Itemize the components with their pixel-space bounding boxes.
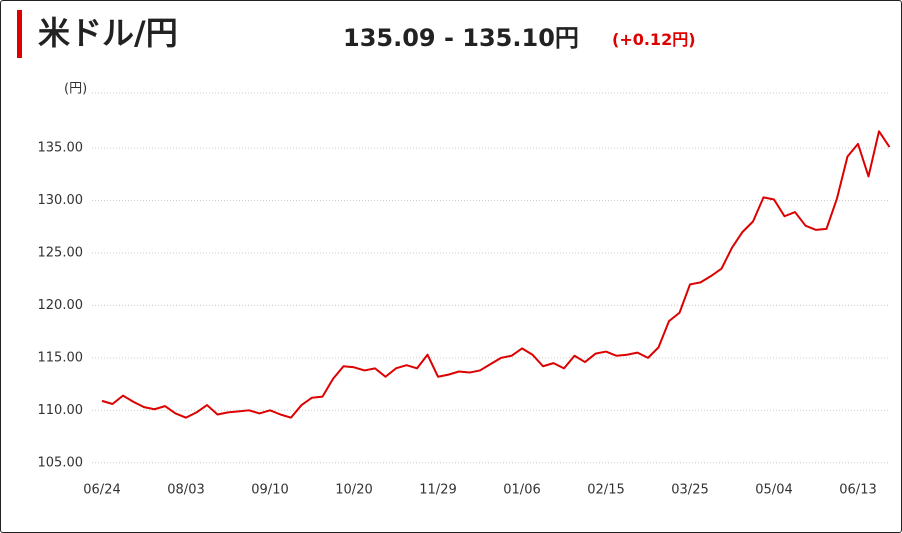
x-tick-label: 01/06 — [503, 483, 540, 498]
x-tick-label: 05/04 — [755, 483, 792, 498]
y-tick-label: 115.00 — [38, 350, 84, 365]
x-tick-label: 06/13 — [839, 483, 876, 498]
accent-bar — [17, 10, 22, 58]
y-tick-label: 130.00 — [38, 193, 84, 208]
x-tick-label: 11/29 — [419, 483, 456, 498]
y-tick-label: 125.00 — [38, 245, 84, 260]
title: 米ドル/円 — [38, 14, 178, 52]
x-tick-label: 09/10 — [251, 483, 288, 498]
y-tick-label: 120.00 — [38, 298, 84, 313]
y-tick-label: 110.00 — [38, 403, 84, 418]
x-tick-label: 06/24 — [83, 483, 120, 498]
x-tick-label: 03/25 — [671, 483, 708, 498]
quote: 135.09 - 135.10円 — [343, 24, 579, 52]
x-tick-label: 08/03 — [167, 483, 204, 498]
price-line — [101, 130, 891, 419]
x-tick-label: 10/20 — [335, 483, 372, 498]
change: (+0.12円) — [612, 30, 696, 49]
y-axis-label: (円) — [64, 82, 87, 97]
x-tick-label: 02/15 — [587, 483, 624, 498]
y-tick-label: 135.00 — [38, 141, 84, 156]
y-tick-label: 105.00 — [38, 455, 84, 470]
